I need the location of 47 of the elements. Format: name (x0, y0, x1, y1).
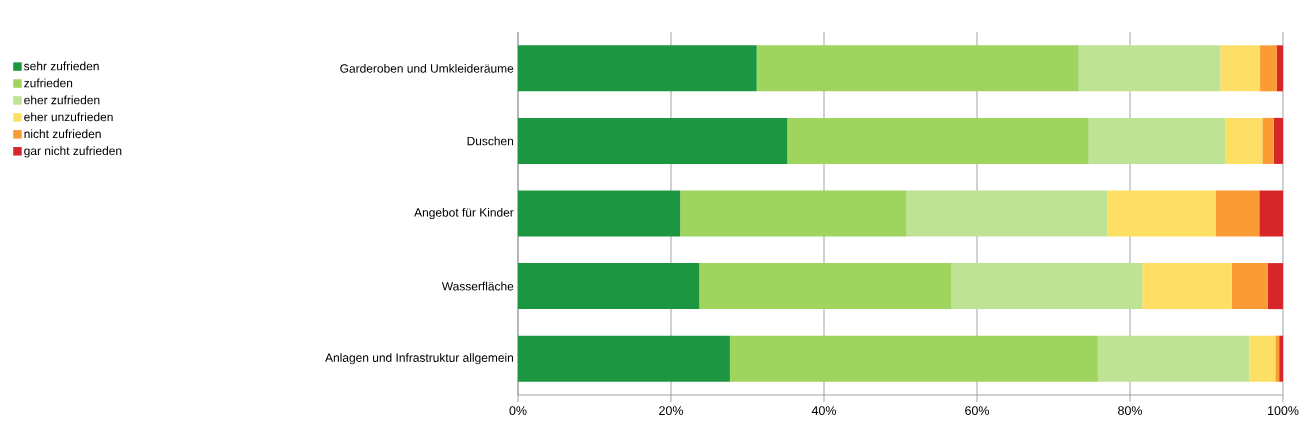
bar (680, 190, 907, 237)
bar (1225, 117, 1263, 164)
legend-label: eher unzufrieden (24, 112, 113, 122)
y-tick-label: Angebot für Kinder (414, 207, 514, 220)
bar (1267, 263, 1284, 310)
bar (1220, 45, 1261, 92)
x-tick-label: 40% (811, 406, 837, 416)
bar (1078, 45, 1221, 92)
bar (518, 117, 788, 164)
bar (1215, 190, 1260, 237)
y-tick-label: Duschen (467, 136, 514, 146)
bar (950, 263, 1143, 310)
bar (1260, 45, 1277, 92)
bar (1276, 45, 1284, 92)
bar (1279, 335, 1284, 382)
x-tick-label: 20% (659, 406, 684, 416)
bar (1231, 263, 1268, 310)
x-tick-label: 80% (1118, 406, 1143, 416)
x-tick-label: 60% (965, 406, 990, 416)
legend-label: nicht zufrieden (24, 129, 101, 139)
bar (1088, 117, 1226, 164)
bar (518, 190, 681, 237)
bar (1142, 263, 1232, 310)
bar (729, 335, 1098, 382)
bar (906, 190, 1108, 237)
bar (1107, 190, 1216, 237)
bar (1259, 190, 1284, 237)
bar (787, 117, 1089, 164)
y-tick-label: Wasserfläche (441, 281, 514, 291)
legend-label: eher zufrieden (24, 95, 100, 105)
bar (699, 263, 951, 310)
y-tick-label: Anlagen und Infrastruktur allgemein (325, 353, 513, 365)
bar (1273, 117, 1284, 164)
legend-label: zufrieden (24, 78, 73, 88)
bar (756, 45, 1079, 92)
legend-label: sehr zufrieden (24, 61, 99, 71)
legend-label: gar nicht zufrieden (24, 146, 122, 158)
x-tick-label: 0% (509, 406, 527, 416)
bar (518, 335, 730, 382)
bar (1262, 117, 1274, 164)
x-tick-label: 100% (1268, 406, 1299, 416)
bar (1249, 335, 1276, 382)
bar (518, 263, 700, 310)
y-tick-label: Garderoben und Umkleideräume (340, 63, 514, 73)
bar (1097, 335, 1250, 382)
bar (1275, 335, 1280, 382)
bar (518, 45, 757, 92)
